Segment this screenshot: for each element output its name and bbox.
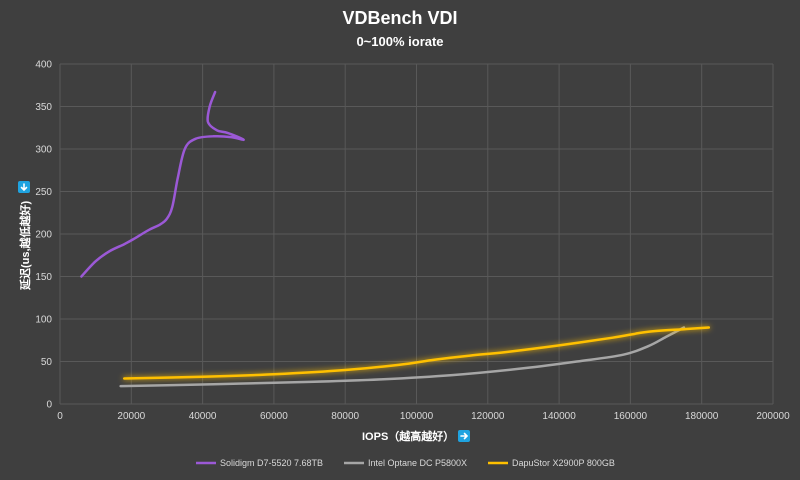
x-axis-label-group: IOPS（越高越好）	[362, 429, 470, 443]
y-tick-label: 150	[35, 272, 52, 283]
legend-label: Intel Optane DC P5800X	[368, 458, 467, 468]
series-lines	[80, 90, 711, 388]
legend-item-1: Solidigm D7-5520 7.68TB	[196, 458, 323, 468]
x-tick-label: 40000	[189, 411, 217, 422]
x-tick-label: 120000	[471, 411, 505, 422]
series-line-2	[119, 326, 686, 388]
x-tick-label: 20000	[117, 411, 145, 422]
legend-label: DapuStor X2900P 800GB	[512, 458, 615, 468]
x-tick-label: 200000	[756, 411, 790, 422]
y-tick-label: 400	[35, 60, 52, 71]
x-tick-label: 80000	[331, 411, 359, 422]
x-tick-label: 160000	[614, 411, 648, 422]
down-arrow-icon	[18, 181, 30, 193]
grid-lines	[59, 63, 774, 405]
x-tick-label: 60000	[260, 411, 288, 422]
x-axis-label: IOPS（越高越好）	[362, 429, 454, 443]
y-tick-label: 250	[35, 187, 52, 198]
x-tick-label: 180000	[685, 411, 719, 422]
chart-subtitle: 0~100% iorate	[356, 34, 443, 49]
legend-item-3: DapuStor X2900P 800GB	[488, 458, 615, 468]
y-tick-label: 200	[35, 230, 52, 241]
y-axis-label-group: 延迟(us,越低越好)	[18, 181, 32, 291]
y-tick-label: 350	[35, 102, 52, 113]
x-tick-labels: 0 20000 40000 60000 80000 100000 120000 140000 1…	[57, 411, 790, 422]
legend-label: Solidigm D7-5520 7.68TB	[220, 458, 323, 468]
x-tick-label: 100000	[400, 411, 434, 422]
y-tick-label: 100	[35, 315, 52, 326]
series-line-1	[80, 90, 245, 278]
x-tick-label: 140000	[542, 411, 576, 422]
series-line-3	[122, 326, 711, 380]
y-tick-label: 50	[41, 357, 53, 368]
right-arrow-icon	[458, 430, 470, 442]
legend: Solidigm D7-5520 7.68TB Intel Optane DC P…	[196, 458, 615, 468]
x-tick-label: 0	[57, 411, 63, 422]
legend-item-2: Intel Optane DC P5800X	[344, 458, 467, 468]
chart-title: VDBench VDI	[342, 8, 457, 28]
y-tick-label: 300	[35, 145, 52, 156]
y-axis-label: 延迟(us,越低越好)	[18, 200, 32, 291]
y-tick-label: 0	[46, 400, 52, 411]
y-tick-labels: 0 50 100 150 200 250 300 350 400	[35, 60, 52, 411]
